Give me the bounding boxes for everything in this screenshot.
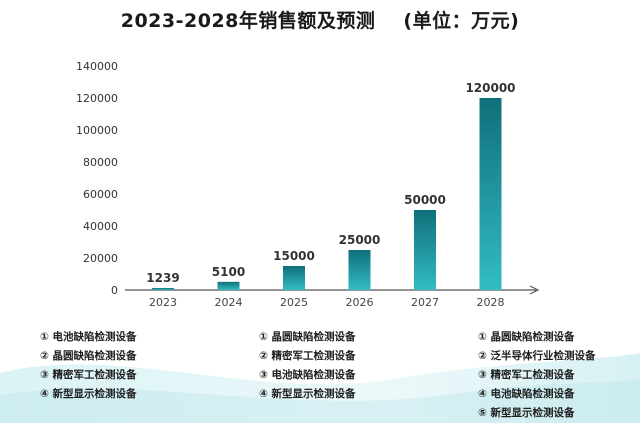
unit-label: (单位：万元) [403, 10, 520, 32]
bar-series: 1239 5100 15000 25000 50000 120000 [146, 81, 516, 290]
legend-item: ① 晶圆缺陷检测设备 [478, 331, 575, 343]
x-axis: 2023 2024 2025 2026 2027 2028 [125, 285, 540, 309]
legend-column-1: ① 电池缺陷检测设备 ② 晶圆缺陷检测设备 ③ 精密军工检测设备 ④ 新型显示检… [40, 328, 137, 404]
x-tick-label: 2025 [280, 296, 308, 309]
x-tick-label: 2026 [346, 296, 374, 309]
legend-item: ④ 电池缺陷检测设备 [478, 388, 575, 400]
bar-value-label: 25000 [339, 233, 381, 247]
x-tick-label: 2024 [215, 296, 243, 309]
y-tick-label: 20000 [83, 252, 118, 265]
chart-title: 2023-2028年销售额及预测 (单位：万元) [0, 6, 640, 33]
legend-column-2: ① 晶圆缺陷检测设备 ② 精密军工检测设备 ③ 电池缺陷检测设备 ④ 新型显示检… [259, 328, 356, 404]
bar-value-label: 15000 [273, 249, 315, 263]
legend-column-3: ① 晶圆缺陷检测设备 ② 泛半导体行业检测设备 ③ 精密军工检测设备 ④ 电池缺… [478, 328, 596, 423]
bar [414, 210, 436, 290]
legend-item: ③ 精密军工检测设备 [478, 369, 575, 381]
y-tick-label: 100000 [76, 124, 118, 137]
legend-item: ④ 新型显示检测设备 [259, 388, 356, 400]
bar-value-label: 120000 [465, 81, 515, 95]
y-tick-label: 60000 [83, 188, 118, 201]
bar-value-label: 1239 [146, 271, 179, 285]
bar-chart: 020000400006000080000100000120000140000 … [76, 60, 540, 309]
x-tick-label: 2028 [477, 296, 505, 309]
legend-item: ② 晶圆缺陷检测设备 [40, 350, 137, 362]
x-tick-label: 2023 [149, 296, 177, 309]
legend-item: ③ 电池缺陷检测设备 [259, 369, 356, 381]
background-wave-decoration [0, 353, 640, 423]
y-tick-label: 0 [111, 284, 118, 297]
y-tick-label: 140000 [76, 60, 118, 73]
y-tick-label: 40000 [83, 220, 118, 233]
bar [348, 250, 371, 290]
legend-item: ③ 精密军工检测设备 [40, 369, 137, 381]
chart-title-text: 2023-2028年销售额及预测 [120, 10, 376, 32]
bar [479, 98, 502, 290]
legend-item: ④ 新型显示检测设备 [40, 388, 137, 400]
legend-item: ⑤ 新型显示检测设备 [478, 407, 575, 419]
y-tick-label: 80000 [83, 156, 118, 169]
x-axis-arrow [529, 285, 540, 295]
legend-item: ② 泛半导体行业检测设备 [478, 350, 596, 362]
bar-value-label: 5100 [212, 265, 245, 279]
legend-item: ② 精密军工检测设备 [259, 350, 356, 362]
bar [152, 288, 174, 290]
bar-value-label: 50000 [404, 193, 446, 207]
bar [283, 266, 305, 290]
x-tick-label: 2027 [411, 296, 439, 309]
bar [217, 281, 240, 290]
legend-item: ① 电池缺陷检测设备 [40, 331, 137, 343]
y-tick-label: 120000 [76, 92, 118, 105]
legend-item: ① 晶圆缺陷检测设备 [259, 331, 356, 343]
y-axis: 0 20000 40000 60000 80000 100000 120000 140000 [76, 60, 118, 297]
